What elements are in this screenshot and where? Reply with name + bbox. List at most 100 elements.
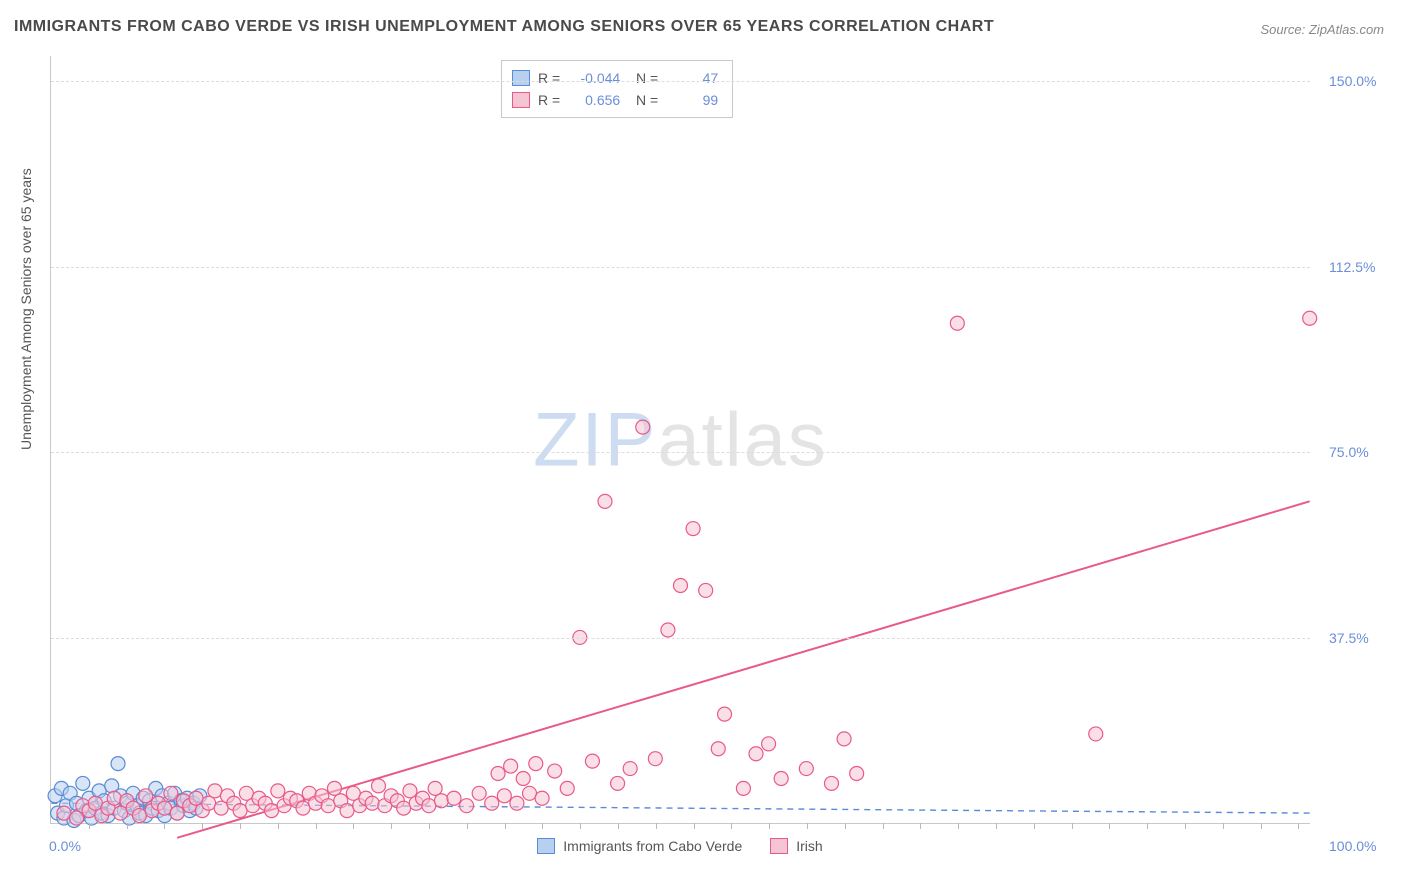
x-tick	[996, 823, 997, 829]
data-point	[950, 316, 964, 330]
stats-row-1: R = 0.656 N = 99	[512, 89, 718, 111]
data-point	[214, 801, 228, 815]
stats-row-0: R = -0.044 N = 47	[512, 67, 718, 89]
data-point	[202, 796, 216, 810]
data-point	[88, 796, 102, 810]
data-point	[850, 767, 864, 781]
data-point	[762, 737, 776, 751]
swatch-icon	[770, 838, 788, 854]
data-point	[611, 776, 625, 790]
data-point	[139, 789, 153, 803]
data-point	[189, 791, 203, 805]
chart-svg	[51, 56, 1310, 823]
data-point	[170, 806, 184, 820]
legend-item-0: Immigrants from Cabo Verde	[537, 838, 742, 854]
data-point	[648, 752, 662, 766]
x-tick	[164, 823, 165, 829]
data-point	[1089, 727, 1103, 741]
x-tick	[127, 823, 128, 829]
y-tick-label: 112.5%	[1329, 259, 1375, 275]
data-point	[271, 784, 285, 798]
source-attribution: Source: ZipAtlas.com	[1260, 22, 1384, 37]
data-point	[598, 494, 612, 508]
plot-area: ZIPatlas R = -0.044 N = 47 R = 0.656 N =…	[50, 56, 1310, 824]
data-point	[718, 707, 732, 721]
data-point	[686, 522, 700, 536]
data-point	[69, 811, 83, 825]
data-point	[340, 804, 354, 818]
x-tick	[656, 823, 657, 829]
stats-n-label: N =	[628, 67, 658, 89]
data-point	[560, 781, 574, 795]
data-point	[265, 804, 279, 818]
data-point	[233, 804, 247, 818]
data-point	[164, 786, 178, 800]
x-tick	[542, 823, 543, 829]
data-point	[837, 732, 851, 746]
x-tick	[883, 823, 884, 829]
legend-item-1: Irish	[770, 838, 822, 854]
data-point	[296, 801, 310, 815]
stats-r-label: R =	[538, 67, 560, 89]
data-point	[774, 771, 788, 785]
data-point	[327, 781, 341, 795]
data-point	[736, 781, 750, 795]
data-point	[491, 767, 505, 781]
stats-n-label: N =	[628, 89, 658, 111]
legend-label: Irish	[796, 838, 822, 854]
y-tick-label: 37.5%	[1329, 630, 1369, 646]
data-point	[548, 764, 562, 778]
data-point	[749, 747, 763, 761]
x-tick	[1072, 823, 1073, 829]
data-point	[372, 779, 386, 793]
data-point	[397, 801, 411, 815]
x-tick	[1223, 823, 1224, 829]
data-point	[132, 809, 146, 823]
data-point	[422, 799, 436, 813]
data-point	[799, 762, 813, 776]
gridline	[51, 267, 1310, 268]
x-tick	[240, 823, 241, 829]
data-point	[516, 771, 530, 785]
gridline	[51, 638, 1310, 639]
x-tick	[316, 823, 317, 829]
x-tick	[807, 823, 808, 829]
x-tick	[1298, 823, 1299, 829]
data-point	[636, 420, 650, 434]
data-point	[1303, 311, 1317, 325]
x-tick	[694, 823, 695, 829]
data-point	[674, 578, 688, 592]
x-tick	[769, 823, 770, 829]
data-point	[825, 776, 839, 790]
stats-n-value: 47	[666, 67, 718, 89]
data-point	[523, 786, 537, 800]
x-tick	[618, 823, 619, 829]
data-point	[485, 796, 499, 810]
swatch-icon	[512, 92, 530, 108]
data-point	[239, 786, 253, 800]
x-tick	[505, 823, 506, 829]
stats-r-label: R =	[538, 89, 560, 111]
swatch-icon	[537, 838, 555, 854]
x-tick	[731, 823, 732, 829]
x-tick	[958, 823, 959, 829]
data-point	[111, 757, 125, 771]
data-point	[107, 791, 121, 805]
x-tick	[580, 823, 581, 829]
data-point	[472, 786, 486, 800]
data-point	[158, 801, 172, 815]
x-tick	[278, 823, 279, 829]
data-point	[504, 759, 518, 773]
x-tick	[391, 823, 392, 829]
data-point	[447, 791, 461, 805]
x-tick	[1034, 823, 1035, 829]
x-tick	[1147, 823, 1148, 829]
stats-n-value: 99	[666, 89, 718, 111]
y-tick-label: 75.0%	[1329, 444, 1369, 460]
x-tick	[202, 823, 203, 829]
x-tick	[1261, 823, 1262, 829]
data-point	[76, 776, 90, 790]
data-point	[711, 742, 725, 756]
data-point	[535, 791, 549, 805]
y-axis-label: Unemployment Among Seniors over 65 years	[18, 168, 34, 450]
